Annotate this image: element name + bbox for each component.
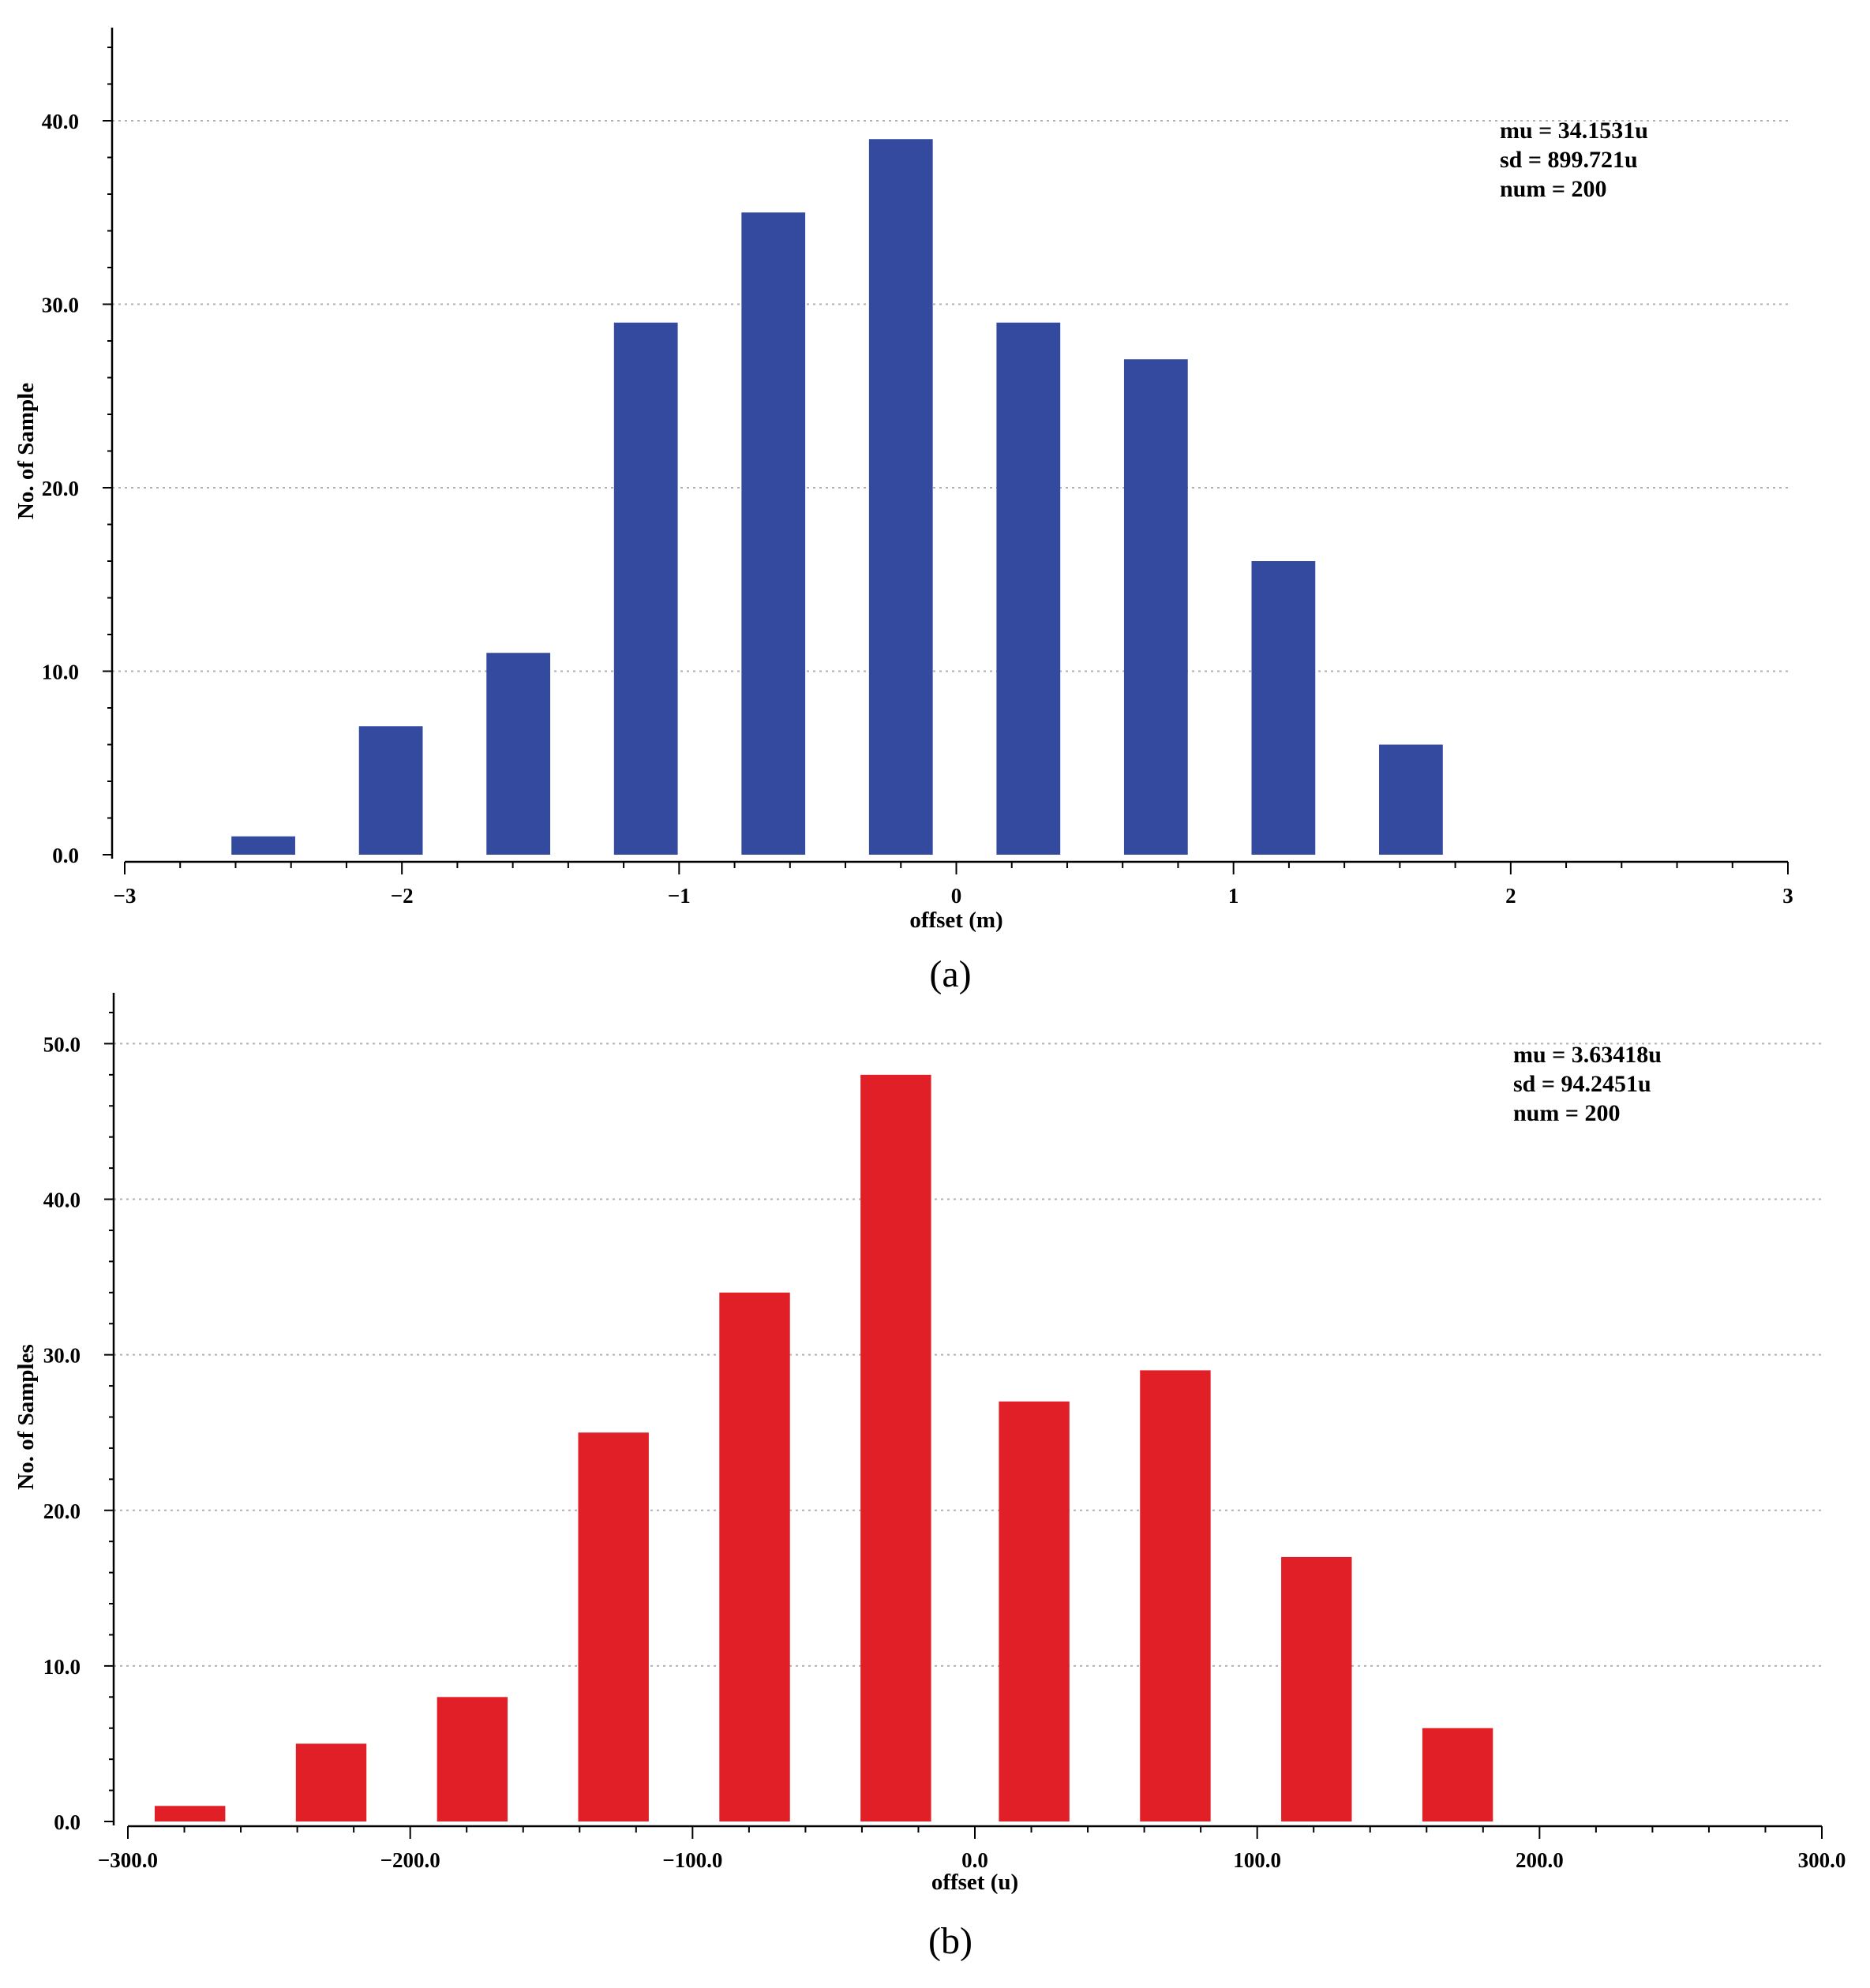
histogram-bar [741, 212, 806, 855]
x-tick-label: 1 [1228, 884, 1239, 908]
histogram-bar [719, 1292, 790, 1821]
stats-annotation: num = 200 [1500, 176, 1606, 202]
y-tick-label: 0.0 [52, 844, 79, 867]
histogram-panel-b: 0.0 10.0 20.0 30.0 40.0 50.0 −300.0 −200.0 −100.… [13, 993, 1846, 1962]
histogram-bar [486, 653, 551, 855]
x-tick-label: −100.0 [662, 1848, 722, 1872]
x-tick-label: 300.0 [1798, 1848, 1846, 1872]
panel-caption: (a) [929, 953, 971, 995]
x-axis-title: offset (m) [909, 908, 1002, 933]
histogram-bar [358, 726, 423, 855]
histogram-bar [1379, 744, 1443, 855]
histogram-bar [437, 1697, 508, 1821]
panel-caption: (b) [928, 1920, 972, 1962]
x-tick-label: −1 [668, 884, 691, 908]
x-tick-label: −200.0 [380, 1848, 440, 1872]
y-tick-label: 50.0 [43, 1032, 81, 1056]
y-tick-label: 0.0 [54, 1810, 81, 1834]
histogram-bar [231, 836, 295, 855]
histogram-bar [1251, 561, 1316, 855]
y-tick-label: 30.0 [43, 1344, 81, 1368]
y-tick-label: 10.0 [42, 661, 79, 684]
y-axis-title: No. of Sample [13, 383, 39, 519]
stats-annotation: mu = 3.63418u [1513, 1042, 1662, 1068]
histogram-bar [1422, 1728, 1493, 1821]
histogram-bar [154, 1806, 226, 1821]
histogram-bar [860, 1074, 931, 1821]
y-tick-label: 10.0 [43, 1655, 81, 1679]
stats-annotation: sd = 899.721u [1500, 147, 1638, 173]
stats-annotation: mu = 34.1531u [1500, 118, 1648, 144]
histogram-bar [578, 1432, 649, 1821]
stats-annotation: sd = 94.2451u [1513, 1071, 1651, 1097]
y-axis-title: No. of Samples [13, 1344, 39, 1489]
x-tick-label: −300.0 [98, 1848, 158, 1872]
y-tick-label: 20.0 [43, 1499, 81, 1523]
x-tick-label: 2 [1505, 884, 1516, 908]
y-tick-label: 30.0 [42, 294, 79, 317]
y-tick-label: 40.0 [43, 1189, 81, 1212]
histogram-bar [1123, 359, 1188, 855]
y-tick-label: 40.0 [42, 110, 79, 133]
x-tick-label: 200.0 [1516, 1848, 1564, 1872]
histogram-bar [1281, 1556, 1352, 1821]
x-tick-label: 0 [951, 884, 962, 908]
stats-annotation: num = 200 [1513, 1100, 1620, 1126]
x-axis-title: offset (u) [931, 1870, 1018, 1895]
x-tick-label: 100.0 [1233, 1848, 1281, 1872]
histogram-bar [1140, 1370, 1211, 1821]
histogram-bar [999, 1401, 1070, 1821]
y-tick-label: 20.0 [42, 477, 79, 500]
histogram-bar [868, 139, 933, 855]
histogram-bar [996, 322, 1061, 855]
x-tick-label: 3 [1782, 884, 1793, 908]
x-tick-label: 0.0 [961, 1848, 988, 1872]
histogram-bar [295, 1743, 367, 1821]
histogram-bar [613, 322, 678, 855]
histogram-panel-a: 0.0 10.0 20.0 30.0 40.0 −3 −2 −1 0 1 2 3 offset (m) N… [13, 28, 1793, 995]
x-tick-label: −2 [391, 884, 414, 908]
x-tick-label: −3 [114, 884, 137, 908]
